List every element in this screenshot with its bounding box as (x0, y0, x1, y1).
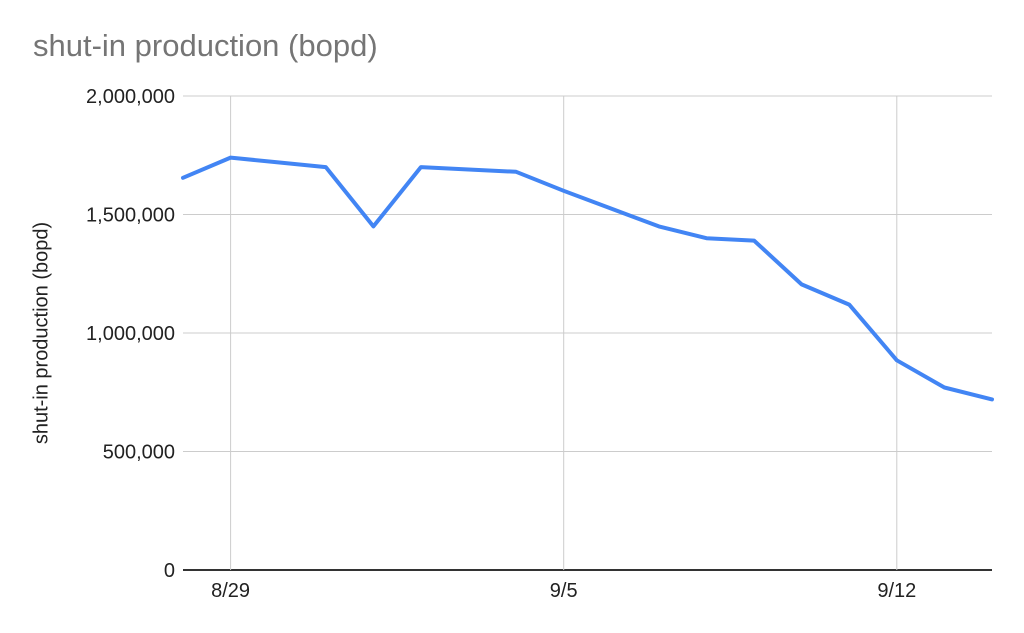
y-tick-label: 500,000 (103, 442, 175, 464)
chart-title: shut-in production (bopd) (33, 28, 378, 63)
y-tick-label: 1,000,000 (86, 323, 175, 345)
y-tick-label: 2,000,000 (86, 86, 175, 108)
series-line (181, 155, 994, 402)
x-tick-label: 9/12 (877, 580, 916, 602)
x-tick-label: 9/5 (550, 580, 578, 602)
y-tick-label: 1,500,000 (86, 205, 175, 227)
y-tick-label: 0 (164, 560, 175, 582)
x-tick-label: 8/29 (211, 580, 250, 602)
